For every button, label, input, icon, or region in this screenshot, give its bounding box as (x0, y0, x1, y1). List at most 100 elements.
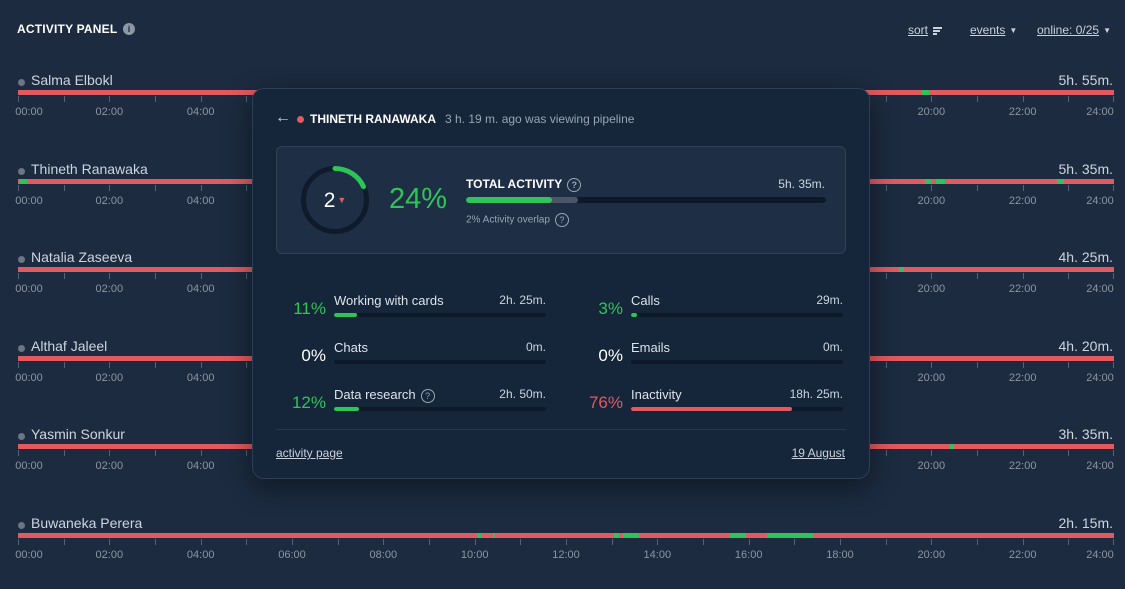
rank-number: 2 ▼ (299, 164, 371, 236)
hour-label: 02:00 (95, 283, 124, 295)
header: ACTIVITY PANEL i sort events ▼ online: 0/… (0, 0, 1125, 58)
help-icon[interactable]: ? (567, 177, 582, 192)
tick-mark (474, 539, 476, 545)
hour-label: 22:00 (1008, 195, 1037, 207)
status-dot-icon (18, 256, 25, 263)
metric-name: Data research? (334, 387, 435, 403)
metric-bar (631, 360, 843, 364)
events-dropdown[interactable]: events ▼ (970, 23, 1017, 37)
active-segment (1056, 179, 1064, 184)
user-name[interactable]: Buwaneka Perera (31, 515, 143, 531)
hour-label: 24:00 (1086, 549, 1114, 561)
tick-mark (246, 96, 248, 102)
active-segment (476, 533, 482, 538)
metric-bar (631, 407, 843, 411)
rank-value: 2 (323, 189, 336, 212)
metric-name: Chats (334, 340, 368, 355)
tick-mark (155, 362, 156, 368)
info-icon[interactable]: i (123, 23, 135, 35)
hour-label: 02:00 (95, 460, 124, 472)
total-activity-title: TOTAL ACTIVITY (466, 177, 563, 191)
user-name[interactable]: Salma Elbokl (31, 72, 113, 88)
hour-label: 22:00 (1008, 283, 1037, 295)
user-duration: 4h. 20m. (1058, 338, 1113, 354)
metric-percent: 76% (588, 393, 623, 412)
metric-percent: 3% (598, 299, 623, 318)
status-dot-icon (18, 345, 25, 352)
user-duration: 5h. 35m. (1058, 161, 1113, 177)
metric-item: 76% Inactivity 18h. 25m. (573, 387, 843, 427)
user-name[interactable]: Natalia Zaseeva (31, 249, 133, 265)
metric-name: Calls (631, 293, 660, 308)
tick-mark (931, 273, 933, 279)
back-arrow-icon[interactable]: ← (275, 109, 291, 126)
tick-mark (794, 539, 796, 545)
hour-label: 22:00 (1008, 372, 1037, 384)
hour-label: 02:00 (95, 549, 124, 561)
hour-label: 00:00 (15, 106, 43, 118)
tick-mark (155, 185, 156, 191)
user-name[interactable]: Yasmin Sonkur (31, 426, 125, 442)
help-icon[interactable]: ? (420, 388, 435, 403)
tick-mark (63, 450, 65, 456)
tick-mark (1068, 450, 1070, 456)
tick-mark (1022, 362, 1024, 368)
sort-button[interactable]: sort (908, 23, 943, 37)
tick-mark (1113, 273, 1114, 279)
tick-mark (520, 539, 522, 545)
metric-item: 3% Calls 29m. (573, 293, 843, 333)
total-activity-card: 2 ▼ 24% TOTAL ACTIVITY? 5h. 35m. 2% Activ… (276, 146, 846, 254)
tick-mark (1068, 96, 1070, 102)
user-duration: 5h. 55m. (1058, 72, 1113, 88)
tick-mark (748, 539, 750, 545)
tick-mark (1068, 185, 1070, 191)
active-segment (949, 444, 955, 449)
tick-mark (977, 96, 978, 102)
hour-label: 04:00 (186, 549, 215, 561)
metric-label: Working with cards (334, 293, 444, 308)
hour-label: 00:00 (15, 372, 43, 384)
metric-percent: 12% (291, 393, 326, 412)
online-dropdown[interactable]: online: 0/25 ▼ (1037, 23, 1111, 37)
date-link[interactable]: 19 August (791, 446, 845, 460)
hour-label: 20:00 (917, 195, 946, 207)
tick-mark (18, 450, 19, 456)
total-activity-percent: 24% (389, 183, 448, 215)
tick-mark (18, 362, 19, 368)
metric-item: 0% Emails 0m. (573, 340, 843, 380)
active-segment (623, 533, 640, 538)
tick-mark (63, 539, 65, 545)
activity-timeline-bar[interactable] (18, 533, 1114, 538)
status-dot-icon (18, 522, 25, 529)
tick-mark (931, 362, 933, 368)
tick-mark (109, 450, 111, 456)
tick-mark (703, 539, 704, 545)
metric-label: Chats (334, 340, 368, 355)
metric-name: Inactivity (631, 387, 682, 402)
tick-mark (657, 539, 659, 545)
chevron-down-icon: ▼ (1103, 26, 1111, 35)
chevron-down-icon: ▼ (1009, 26, 1018, 35)
total-activity-bar (466, 197, 826, 203)
user-name[interactable]: Thineth Ranawaka (31, 161, 148, 177)
total-activity-fill (466, 197, 553, 203)
offline-status-icon (297, 116, 304, 123)
tick-mark (977, 273, 978, 279)
tick-mark (155, 450, 156, 456)
user-duration: 2h. 15m. (1058, 515, 1113, 531)
activity-overlap-label: 2% Activity overlap (466, 214, 550, 226)
metric-bar-fill (631, 407, 793, 411)
tick-mark (109, 96, 111, 102)
user-duration: 3h. 35m. (1058, 426, 1113, 442)
tick-mark (977, 539, 978, 545)
hour-label: 00:00 (15, 460, 43, 472)
tick-mark (931, 96, 933, 102)
activity-page-link[interactable]: activity page (276, 446, 343, 460)
metric-bar-fill (334, 313, 358, 317)
tick-mark (1022, 273, 1024, 279)
tick-mark (931, 450, 933, 456)
help-icon[interactable]: ? (554, 213, 569, 227)
metric-bar (334, 407, 546, 411)
user-name[interactable]: Althaf Jaleel (31, 338, 108, 354)
user-row[interactable]: Buwaneka Perera 2h. 15m. 00:00 02:00 04:00 06… (0, 513, 1125, 583)
